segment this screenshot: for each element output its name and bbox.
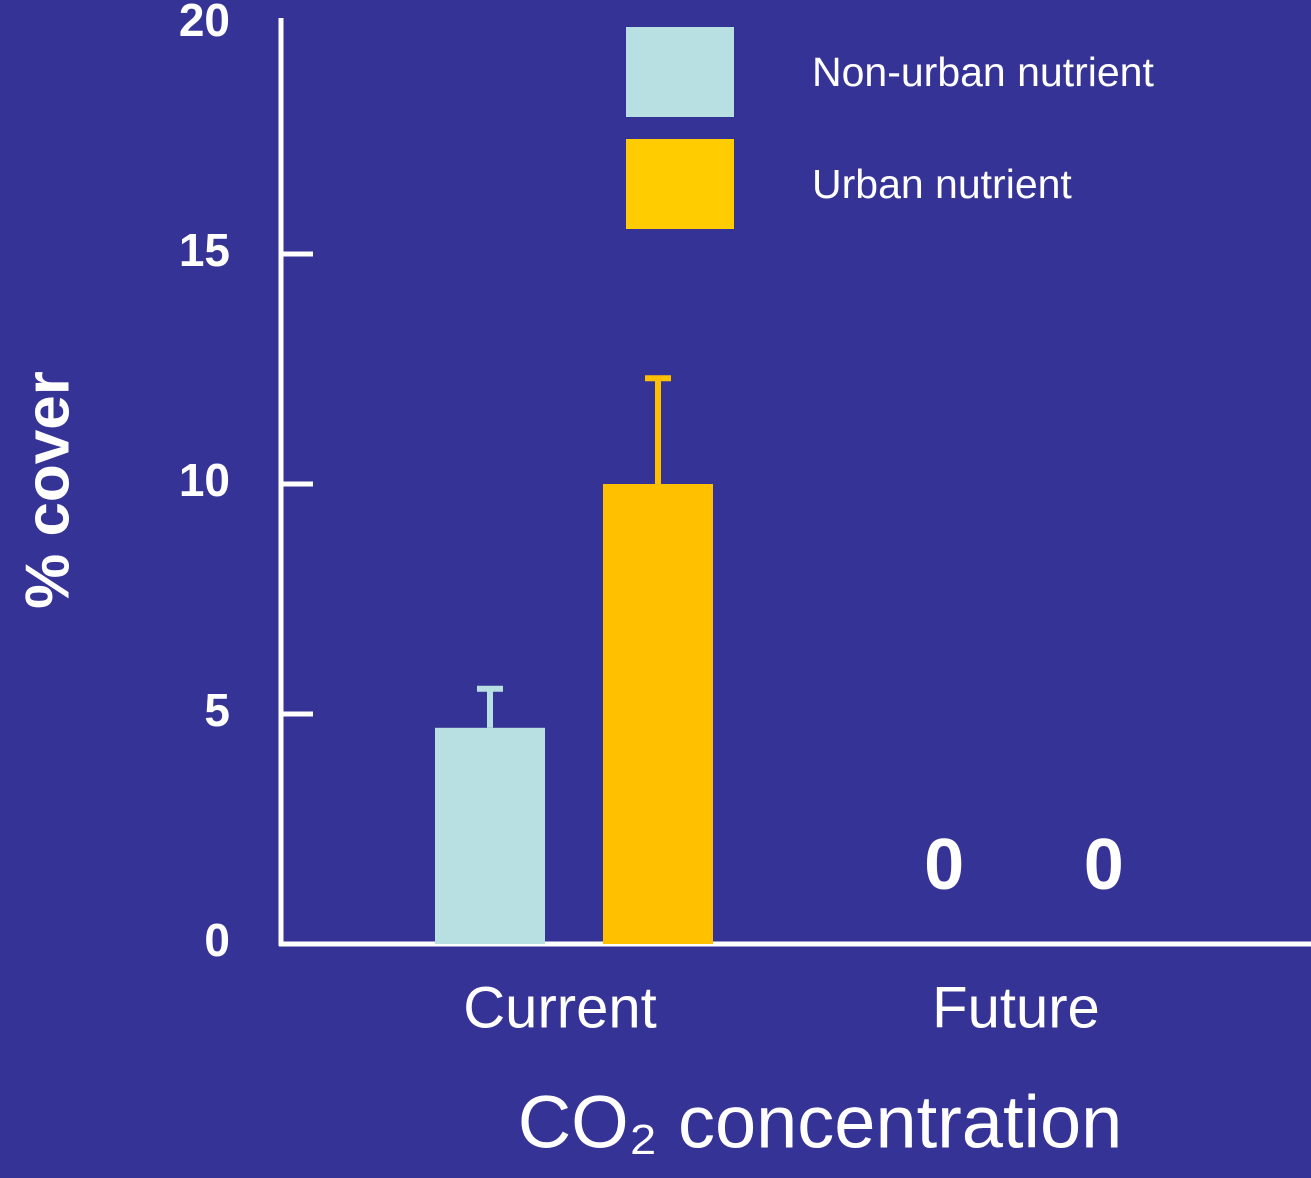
y-tick-label: 15 xyxy=(179,224,230,276)
y-tick-label: 5 xyxy=(204,684,230,736)
legend-swatch xyxy=(626,27,734,117)
x-tick-label: Future xyxy=(932,975,1100,1040)
x-axis-label: CO₂ concentration xyxy=(518,1081,1123,1164)
bar xyxy=(435,727,545,944)
bar xyxy=(603,484,713,944)
data-label: 0 xyxy=(924,825,964,905)
y-tick-label: 20 xyxy=(179,0,230,46)
legend-label: Non-urban nutrient xyxy=(812,49,1154,95)
y-tick-label: 10 xyxy=(179,454,230,506)
legend-label: Urban nutrient xyxy=(812,161,1072,207)
y-axis-label: % cover xyxy=(13,371,82,609)
legend-swatch xyxy=(626,139,734,229)
x-tick-label: Current xyxy=(463,975,656,1040)
data-label: 0 xyxy=(1084,825,1124,905)
y-tick-label: 0 xyxy=(204,914,230,966)
